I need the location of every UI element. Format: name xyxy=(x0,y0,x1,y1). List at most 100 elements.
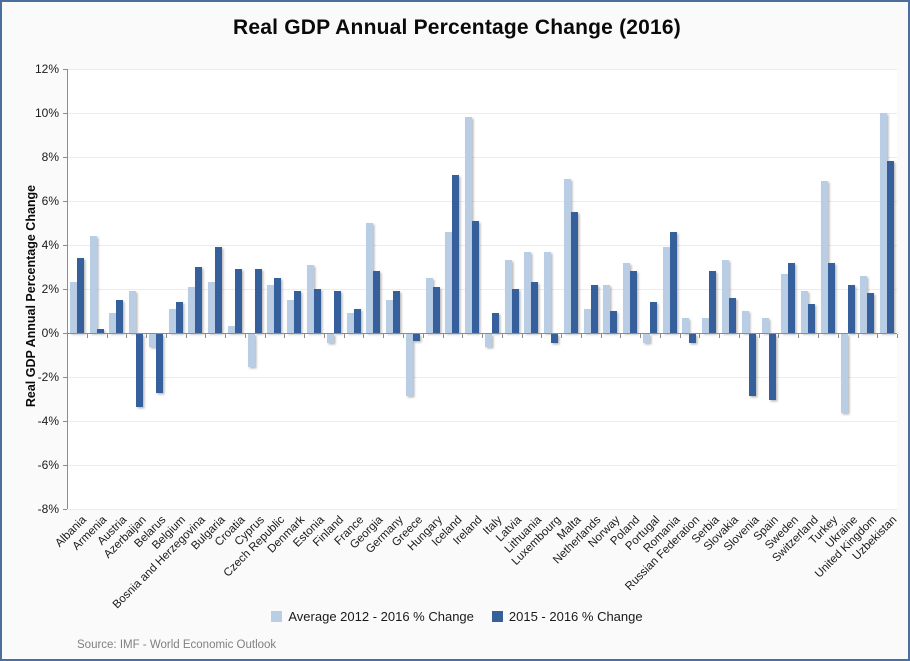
x-axis-tick xyxy=(580,334,582,338)
bar-cyprus-2016 xyxy=(254,269,262,333)
y-tick-label: 4% xyxy=(41,238,59,252)
x-axis-tick xyxy=(165,334,167,338)
x-axis-tick xyxy=(837,334,839,338)
bar-france-avg xyxy=(346,313,354,333)
bar-turkey-avg xyxy=(820,181,828,333)
bar-denmark-avg xyxy=(287,300,295,333)
bar-cyprus-avg xyxy=(247,334,255,367)
bar-sweden-2016 xyxy=(788,262,796,333)
x-axis-tick xyxy=(501,334,503,338)
bar-belarus-avg xyxy=(148,334,156,348)
x-axis-tick xyxy=(857,334,859,338)
bar-hungary-2016 xyxy=(432,286,440,333)
gridline xyxy=(67,113,897,114)
x-axis-tick xyxy=(462,334,464,338)
bar-switzerland-avg xyxy=(801,291,808,333)
bar-slovenia-2016 xyxy=(748,334,756,396)
bar-romania-2016 xyxy=(669,231,677,333)
legend: Average 2012 - 2016 % Change 2015 - 2016 … xyxy=(2,609,908,624)
bar-azerbaijan-avg xyxy=(129,291,137,333)
x-axis-tick xyxy=(897,334,898,338)
x-axis-tick xyxy=(304,334,306,338)
gridline xyxy=(67,465,897,466)
x-axis-tick xyxy=(442,334,444,338)
bar-albania-2016 xyxy=(76,258,84,333)
bar-uzbekistan-2016 xyxy=(887,161,894,333)
x-axis-tick xyxy=(758,334,760,338)
bar-uzbekistan-avg xyxy=(880,113,887,333)
bar-romania-avg xyxy=(662,247,670,333)
x-axis-tick xyxy=(284,334,286,338)
y-axis-tick xyxy=(63,201,67,202)
bar-iceland-avg xyxy=(445,231,453,333)
x-axis-tick xyxy=(798,334,800,338)
bar-united-kingdom-avg xyxy=(860,275,868,333)
x-axis-tick xyxy=(146,334,147,338)
legend-item: Average 2012 - 2016 % Change xyxy=(271,609,474,624)
bar-poland-2016 xyxy=(630,271,638,333)
bar-italy-2016 xyxy=(491,313,499,333)
bar-latvia-avg xyxy=(504,260,512,333)
bar-albania-avg xyxy=(69,282,77,333)
bar-armenia-avg xyxy=(89,236,97,333)
y-tick-label: -4% xyxy=(37,414,59,428)
x-axis-tick xyxy=(185,334,187,338)
gridline xyxy=(67,69,897,70)
bar-spain-2016 xyxy=(768,334,776,400)
bar-belgium-avg xyxy=(168,308,176,333)
y-axis-tick xyxy=(63,289,67,290)
x-axis-tick xyxy=(126,334,128,338)
x-axis-tick xyxy=(86,334,88,338)
bar-armenia-2016 xyxy=(96,328,104,333)
x-axis-tick xyxy=(205,334,207,338)
legend-swatch-icon xyxy=(491,611,503,622)
bar-ireland-avg xyxy=(465,117,472,333)
bar-bosnia-and-herzegovina-avg xyxy=(188,286,196,333)
gridline xyxy=(67,377,897,378)
x-axis-tick xyxy=(225,334,227,338)
bar-iceland-2016 xyxy=(452,174,460,333)
x-axis-tick xyxy=(818,334,819,338)
bar-austria-2016 xyxy=(116,300,124,333)
x-axis-tick xyxy=(620,334,622,338)
x-axis-tick xyxy=(383,334,385,338)
x-axis-tick xyxy=(561,334,562,338)
bar-croatia-2016 xyxy=(234,269,242,333)
bar-portugal-avg xyxy=(642,334,650,343)
bar-poland-avg xyxy=(623,262,631,333)
y-tick-label: 12% xyxy=(34,62,59,76)
bar-slovakia-2016 xyxy=(728,297,736,333)
bar-spain-avg xyxy=(761,317,769,333)
bar-ukraine-avg xyxy=(840,334,848,414)
bar-georgia-2016 xyxy=(373,271,381,333)
bar-ukraine-2016 xyxy=(847,284,855,333)
bar-bulgaria-2016 xyxy=(215,247,223,333)
x-axis-tick xyxy=(244,334,246,338)
bar-denmark-2016 xyxy=(294,291,302,333)
bar-lithuania-avg xyxy=(524,251,532,333)
bar-belgium-2016 xyxy=(175,302,183,333)
y-tick-label: 10% xyxy=(34,106,59,120)
y-axis-tick xyxy=(63,157,67,158)
x-axis-tick xyxy=(600,334,602,338)
bar-czech-republic-2016 xyxy=(274,278,282,333)
x-axis-tick xyxy=(719,334,721,338)
x-axis-tick xyxy=(877,334,879,338)
y-axis-tick xyxy=(63,113,67,114)
bar-portugal-2016 xyxy=(649,302,657,333)
x-axis-tick xyxy=(264,334,266,338)
bar-slovakia-avg xyxy=(721,260,729,333)
source-note: Source: IMF - World Economic Outlook xyxy=(77,639,277,651)
y-tick-label: -2% xyxy=(37,370,59,384)
x-axis-tick xyxy=(738,334,740,338)
bar-ireland-2016 xyxy=(472,220,479,333)
bar-greece-2016 xyxy=(412,334,420,341)
bar-croatia-avg xyxy=(227,326,235,333)
bar-luxembourg-avg xyxy=(544,251,552,333)
bar-austria-avg xyxy=(109,313,117,333)
x-axis-tick xyxy=(679,334,681,338)
y-axis-tick xyxy=(63,465,67,466)
legend-swatch-icon xyxy=(271,611,283,622)
bar-czech-republic-avg xyxy=(267,284,275,333)
bar-russian-federation-2016 xyxy=(689,334,697,343)
